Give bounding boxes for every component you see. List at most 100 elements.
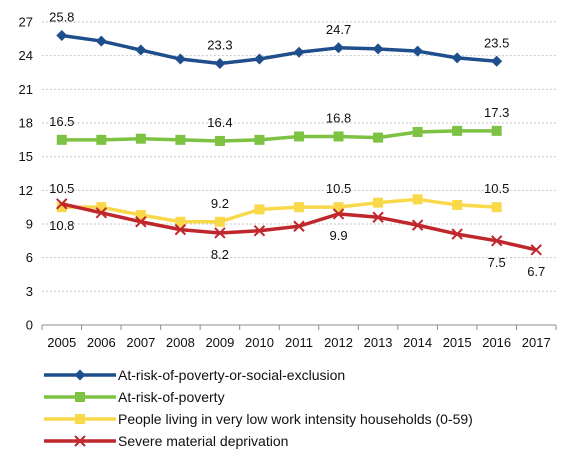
data-point-marker bbox=[56, 29, 68, 41]
x-tick-label: 2013 bbox=[364, 335, 393, 350]
data-label: 23.3 bbox=[207, 38, 232, 53]
series-line bbox=[61, 129, 497, 143]
data-point-marker bbox=[56, 198, 68, 210]
axes: 0 3 6 9 12 15 18 21 24 27 2005 2006 2007 2008 2009 2010… bbox=[19, 15, 557, 350]
data-point-marker bbox=[175, 134, 186, 145]
data-point-marker bbox=[294, 131, 304, 142]
series-lines bbox=[56, 29, 542, 256]
data-point-marker bbox=[56, 202, 67, 213]
data-point-marker bbox=[372, 43, 384, 55]
x-tick-label: 2008 bbox=[166, 335, 195, 350]
data-label: 10.5 bbox=[484, 181, 509, 196]
data-point-marker bbox=[253, 225, 266, 237]
data-point-marker bbox=[333, 42, 345, 54]
legend-item: At-risk-of-poverty-or-social-exclusion bbox=[42, 364, 562, 386]
y-tick-label: 18 bbox=[19, 116, 33, 131]
data-point-marker bbox=[490, 235, 503, 247]
data-point-marker bbox=[491, 55, 503, 67]
data-point-marker bbox=[214, 135, 225, 146]
data-point-marker bbox=[412, 45, 424, 57]
data-point-marker-stroke bbox=[253, 225, 266, 237]
data-point-marker bbox=[96, 134, 107, 145]
data-label: 10.8 bbox=[49, 218, 74, 233]
data-point-marker bbox=[491, 125, 502, 136]
data-label: 16.5 bbox=[49, 114, 74, 129]
data-point-marker bbox=[293, 46, 305, 58]
data-point-marker bbox=[135, 210, 146, 221]
legend-label: At-risk-of-poverty-or-social-exclusion bbox=[118, 367, 346, 383]
x-tick-label: 2012 bbox=[324, 335, 353, 350]
legend-item: At-risk-of-poverty bbox=[42, 386, 562, 408]
x-tick-label: 2010 bbox=[245, 335, 274, 350]
data-labels: 25.8 23.3 24.7 23.5 16.5 16.4 16.8 17.3 10.5 9.2 1… bbox=[49, 9, 545, 278]
y-tick-label: 21 bbox=[19, 82, 33, 97]
series-line bbox=[61, 33, 497, 66]
data-point-marker bbox=[175, 216, 186, 227]
data-point-marker-stroke bbox=[214, 227, 226, 239]
legend-swatch-marker bbox=[74, 369, 86, 381]
legend-swatch bbox=[44, 392, 116, 402]
data-point-marker bbox=[451, 228, 463, 240]
legend-swatch bbox=[44, 369, 116, 381]
data-point-marker-stroke bbox=[411, 219, 424, 231]
y-tick-label: 6 bbox=[26, 250, 33, 265]
legend: At-risk-of-poverty-or-social-exclusion At… bbox=[42, 364, 562, 452]
y-tick-label: 0 bbox=[26, 318, 33, 333]
data-point-marker bbox=[451, 52, 463, 64]
x-tick-label: 2014 bbox=[403, 335, 432, 350]
data-label: 9.9 bbox=[329, 228, 347, 243]
data-label: 17.3 bbox=[484, 105, 509, 120]
data-point-marker-stroke bbox=[95, 207, 108, 219]
data-label: 16.8 bbox=[326, 110, 351, 125]
x-tick-label: 2007 bbox=[126, 335, 155, 350]
legend-label: People living in very low work intensity… bbox=[118, 411, 473, 427]
data-point-marker bbox=[214, 227, 226, 239]
data-point-marker bbox=[412, 126, 423, 137]
legend-swatch bbox=[44, 435, 116, 447]
data-label: 10.5 bbox=[326, 181, 351, 196]
data-point-marker-stroke bbox=[372, 211, 384, 223]
legend-swatch-marker-stroke bbox=[74, 435, 86, 447]
legend-item: Severe material deprivation bbox=[42, 430, 562, 452]
data-point-marker bbox=[214, 58, 226, 70]
x-tick-label: 2017 bbox=[522, 335, 551, 350]
data-label: 23.5 bbox=[484, 35, 509, 50]
data-point-marker bbox=[96, 202, 107, 213]
x-tick-label: 2009 bbox=[205, 335, 234, 350]
data-point-marker-stroke bbox=[451, 228, 463, 240]
data-point-marker bbox=[452, 125, 463, 136]
x-tick-label: 2006 bbox=[87, 335, 116, 350]
data-point-marker bbox=[135, 133, 146, 144]
x-tick-label: 2005 bbox=[47, 335, 76, 350]
data-label: 24.7 bbox=[326, 22, 351, 37]
data-point-marker bbox=[254, 134, 265, 145]
legend-label: At-risk-of-poverty bbox=[118, 389, 225, 405]
legend-swatch-marker bbox=[74, 435, 86, 447]
data-point-marker bbox=[332, 208, 345, 220]
y-tick-label: 15 bbox=[19, 149, 33, 164]
y-tick-label: 9 bbox=[26, 217, 33, 232]
legend-swatch bbox=[44, 414, 116, 424]
data-label: 8.2 bbox=[211, 247, 229, 262]
line-chart: 0 3 6 9 12 15 18 21 24 27 2005 2006 2007 2008 2009 2010… bbox=[19, 9, 557, 350]
data-point-marker bbox=[373, 197, 384, 208]
data-point-marker-stroke bbox=[293, 220, 305, 232]
series-3 bbox=[56, 198, 542, 256]
data-point-marker bbox=[333, 131, 344, 142]
data-point-marker bbox=[56, 134, 67, 145]
data-point-marker-stroke bbox=[332, 208, 345, 220]
y-tick-label: 27 bbox=[19, 15, 33, 30]
data-point-marker bbox=[373, 132, 384, 143]
series-1 bbox=[56, 125, 502, 146]
x-tick-label: 2011 bbox=[285, 335, 313, 350]
data-point-marker bbox=[333, 202, 344, 213]
data-label: 16.4 bbox=[207, 115, 232, 130]
y-tick-label: 12 bbox=[19, 183, 33, 198]
legend-swatch-marker bbox=[75, 392, 85, 402]
data-point-marker bbox=[135, 44, 147, 56]
data-point-marker bbox=[293, 220, 305, 232]
data-point-marker-stroke bbox=[56, 198, 68, 210]
data-point-marker bbox=[174, 53, 186, 65]
data-point-marker-stroke bbox=[490, 235, 503, 247]
data-point-marker bbox=[174, 223, 187, 236]
